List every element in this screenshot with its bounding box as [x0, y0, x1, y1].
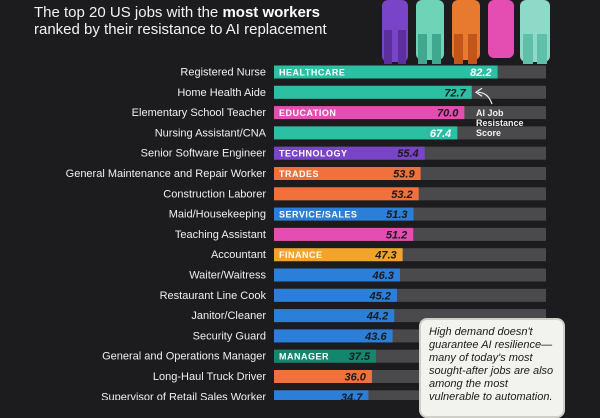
subtitle-text: The top 20 US jobs with the — [34, 4, 223, 21]
value-label: 51.2 — [386, 229, 407, 241]
value-label: 55.4 — [397, 148, 418, 160]
value-label: 46.3 — [372, 270, 394, 282]
bar — [274, 329, 393, 343]
bar — [274, 146, 425, 160]
bar-track — [274, 390, 546, 400]
bar — [274, 167, 421, 180]
bar — [274, 227, 414, 241]
value-label: 45.2 — [369, 290, 391, 302]
group-label: FINANCE — [279, 250, 323, 260]
workers-illustration — [382, 0, 550, 64]
category-label: Supervisor of Retail Sales Worker — [101, 391, 266, 400]
header: The top 20 US jobs with the most workers… — [0, 0, 600, 64]
arrow-head-icon — [474, 87, 483, 97]
category-label: General Maintenance and Repair Worker — [66, 168, 267, 180]
value-label: 72.7 — [444, 87, 466, 99]
category-label: Registered Nurse — [180, 67, 266, 79]
value-label: 37.5 — [349, 351, 371, 363]
bar — [274, 288, 397, 302]
value-label: 67.4 — [430, 128, 451, 140]
bar — [274, 268, 400, 282]
category-label: Waiter/Waitress — [189, 270, 266, 282]
category-label: Accountant — [211, 249, 266, 261]
value-label: 44.2 — [366, 311, 388, 323]
bar — [274, 65, 498, 79]
subtitle-text-end: ranked by their resistance to AI replace… — [34, 21, 327, 38]
category-label: General and Operations Manager — [102, 351, 266, 363]
value-label: 36.0 — [344, 372, 366, 384]
category-label: Restaurant Line Cook — [160, 290, 267, 302]
value-label: 82.2 — [470, 67, 491, 79]
value-label: 53.2 — [391, 189, 412, 201]
group-label: MANAGER — [279, 352, 329, 362]
bar — [274, 349, 376, 363]
score-callout: AI Job Resistance Score — [476, 108, 524, 138]
category-label: Elementary School Teacher — [132, 107, 267, 119]
bar-chart: Registered Nurse 82.2 HEALTHCARE Home Healt… — [66, 65, 546, 400]
category-label: Nursing Assistant/CNA — [155, 127, 267, 139]
note-box: High demand doesn't guarantee AI resilie… — [419, 318, 565, 418]
value-label: 34.7 — [341, 392, 363, 400]
subtitle-bold-text: most workers — [222, 4, 320, 21]
category-label: Maid/Housekeeping — [169, 209, 266, 221]
bar — [274, 126, 458, 140]
bar — [274, 85, 472, 99]
group-label: EDUCATION — [279, 108, 336, 118]
value-label: 43.6 — [364, 331, 387, 343]
category-label: Security Guard — [193, 330, 266, 342]
category-label: Janitor/Cleaner — [191, 310, 266, 322]
value-label: 51.3 — [386, 209, 407, 221]
bar — [274, 187, 419, 201]
group-label: TRADES — [279, 169, 319, 179]
group-label: SERVICE/SALES — [279, 210, 357, 220]
bar — [274, 207, 414, 221]
category-label: Home Health Aide — [177, 87, 266, 99]
category-label: Senior Software Engineer — [141, 148, 267, 160]
bar — [274, 390, 369, 400]
category-label: Long-Haul Truck Driver — [153, 371, 266, 383]
group-label: TECHNOLOGY — [279, 149, 348, 159]
group-label: HEALTHCARE — [279, 68, 345, 78]
category-label: Teaching Assistant — [175, 229, 266, 241]
bar — [274, 370, 372, 383]
chart-subtitle: The top 20 US jobs with the most workers… — [34, 4, 364, 38]
bar — [274, 309, 395, 323]
bar — [274, 248, 403, 262]
value-label: 70.0 — [437, 108, 459, 120]
bar — [274, 106, 465, 120]
value-label: 47.3 — [374, 250, 396, 262]
value-label: 53.9 — [393, 169, 415, 181]
callout-arrow — [477, 91, 493, 105]
category-label: Construction Laborer — [163, 188, 266, 200]
